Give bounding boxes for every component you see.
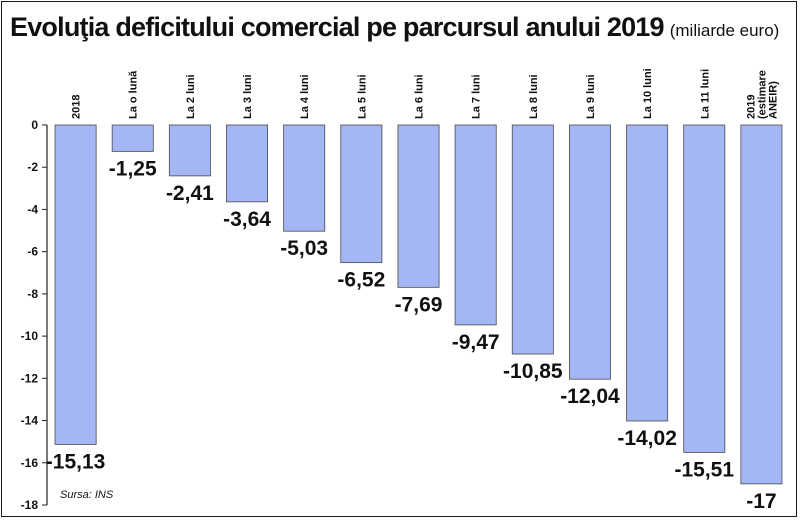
category-label-line: La 3 luni	[242, 74, 254, 119]
bar	[740, 124, 783, 485]
category-label: La 2 luni	[185, 74, 197, 119]
category-label: La 4 luni	[299, 74, 311, 119]
category-label-line: La 8 luni	[528, 74, 540, 119]
source-note: Sursa: INS	[60, 489, 114, 501]
chart-title: Evoluţia deficitului comercial pe parcur…	[10, 12, 779, 43]
value-label: -6,52	[337, 269, 385, 292]
category-label-line: La 5 luni	[356, 74, 368, 119]
y-tick-label: -10	[21, 329, 39, 343]
bar	[511, 124, 554, 355]
bars-group	[54, 124, 783, 485]
category-label-line: La 9 luni	[585, 74, 597, 119]
bar	[226, 124, 269, 203]
bar	[168, 124, 211, 177]
value-label: -7,69	[395, 293, 443, 316]
value-label: -17	[746, 490, 776, 513]
y-tick-label: -18	[21, 498, 39, 512]
category-label: 2019 (estimare ANEIR)	[745, 70, 779, 119]
category-label-line: ANEIR)	[767, 81, 779, 119]
category-label: La 6 luni	[414, 74, 426, 119]
bar	[397, 124, 440, 288]
y-tick-label: -16	[21, 456, 39, 470]
category-label: La 3 luni	[242, 74, 254, 119]
y-tick-label: -8	[27, 287, 38, 301]
value-label: -15,13	[46, 450, 106, 473]
value-label: -2,41	[166, 182, 214, 205]
y-tick-label: -4	[27, 202, 38, 216]
value-label: -12,04	[560, 385, 620, 408]
category-label: La 7 luni	[471, 74, 483, 119]
category-label-line: La 2 luni	[185, 74, 197, 119]
bar	[568, 124, 611, 380]
value-label: -15,51	[674, 458, 734, 481]
category-label-line: La 11 luni	[699, 69, 711, 119]
value-label: -5,03	[280, 237, 328, 260]
category-label: La 10 luni	[642, 68, 654, 119]
value-label: -9,47	[452, 331, 500, 354]
bar	[111, 124, 154, 152]
bar	[454, 124, 497, 326]
category-label: 2018	[71, 95, 83, 119]
y-tick-label: 0	[31, 118, 38, 132]
category-label-line: 2019	[745, 95, 757, 119]
category-label-line: 2018	[71, 95, 83, 119]
bar	[340, 124, 383, 264]
bar	[683, 124, 726, 453]
category-label-line: La 10 luni	[642, 68, 654, 119]
category-label: La 5 luni	[356, 74, 368, 119]
category-label: La 11 luni	[699, 69, 711, 119]
value-label: -14,02	[617, 427, 677, 450]
value-label: -1,25	[109, 157, 157, 180]
y-tick-label: -14	[21, 414, 39, 428]
bar	[283, 124, 326, 232]
category-label-line: La o lună	[128, 70, 140, 119]
bar	[54, 124, 97, 445]
category-label-line: La 7 luni	[471, 74, 483, 119]
value-label: -3,64	[223, 208, 271, 231]
value-labels: -15,13 -1,25 -2,41 -3,64 -5,03 -6,52 -7,69 -9,4…	[46, 157, 777, 513]
category-labels: 2018 La o lună La 2 luni La 3 luni La 4 luni…	[71, 68, 780, 119]
chart-unit: (miliarde euro)	[669, 21, 780, 40]
category-label-line: La 4 luni	[299, 74, 311, 119]
category-label: La 8 luni	[528, 74, 540, 119]
chart-title-text: Evoluţia deficitului comercial pe parcur…	[10, 12, 665, 42]
y-tick-label: -2	[27, 160, 38, 174]
value-label: -10,85	[503, 360, 563, 383]
y-tick-label: -12	[21, 371, 39, 385]
y-tick-label: -6	[27, 245, 38, 259]
category-label-line: La 6 luni	[414, 74, 426, 119]
category-label: La 9 luni	[585, 74, 597, 119]
bar	[626, 124, 669, 422]
y-axis: 0 -2 -4 -6 -8 -10 -12 -14 -16 -18	[21, 118, 48, 512]
category-label: La o lună	[128, 70, 140, 119]
category-label-line: (estimare	[756, 70, 768, 119]
